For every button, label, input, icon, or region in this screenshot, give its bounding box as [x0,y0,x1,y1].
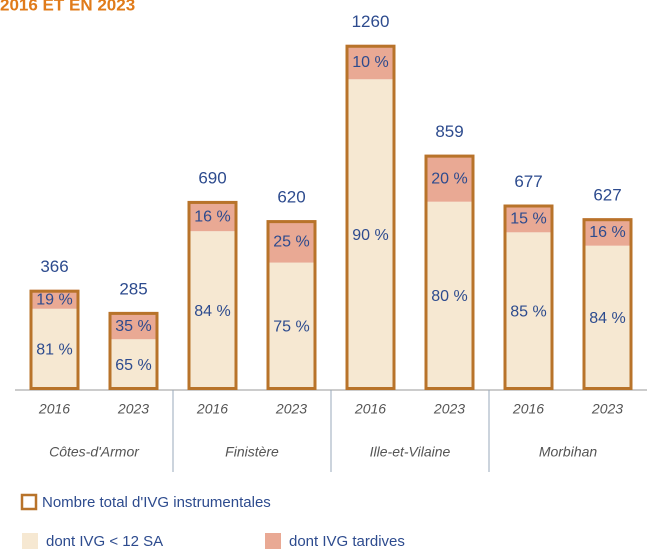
bar-total [582,218,633,390]
total-label: 620 [277,188,305,207]
bar-segment [582,218,633,246]
segment-label: 90 % [352,227,388,244]
group-label: Morbihan [539,444,598,460]
segment-label: 25 % [273,234,309,251]
segment-label: 84 % [589,310,625,327]
bar-segment [424,201,475,390]
legend-swatch [22,533,38,549]
total-label: 859 [435,122,463,141]
bar-segment [582,245,633,390]
segment-label: 19 % [36,291,72,308]
bar-total [503,204,554,390]
x-tick-label: 2023 [591,401,623,417]
bar-segment [187,200,238,232]
bar-total [187,200,238,390]
x-tick-label: 2016 [354,401,386,417]
bar-segment [29,308,80,390]
total-label: 627 [593,186,621,205]
bar-segment [266,220,317,263]
x-tick-label: 2023 [433,401,465,417]
total-label: 1260 [352,12,390,31]
total-label: 366 [40,257,68,276]
group-label: Ille-et-Vilaine [370,444,451,460]
x-tick-label: 2023 [275,401,307,417]
x-tick-label: 2023 [117,401,149,417]
total-label: 690 [198,168,226,187]
segment-label: 15 % [510,211,546,228]
bar-segment [29,289,80,309]
bar-total [345,44,396,390]
bar-segment [424,154,475,202]
bar-total [108,311,159,390]
segment-label: 35 % [115,318,151,335]
x-tick-label: 2016 [196,401,228,417]
total-label: 677 [514,172,542,191]
segment-label: 80 % [431,288,467,305]
segment-label: 20 % [431,170,467,187]
group-label: Finistère [225,444,279,460]
segment-label: 85 % [510,303,546,320]
bar-segment [266,262,317,390]
legend-swatch [265,533,281,549]
total-label: 285 [119,279,147,298]
bar-segment [503,232,554,390]
bar-segment [108,311,159,340]
segment-label: 65 % [115,357,151,374]
segment-label: 81 % [36,342,72,359]
bar-total [266,220,317,390]
legend-label: dont IVG tardives [289,533,405,549]
group-label: Côtes-d'Armor [49,444,140,460]
chart-title: 2016 ET EN 2023 [0,0,135,14]
x-tick-label: 2016 [512,401,544,417]
bar-total [424,154,475,390]
bar-segment [345,44,396,80]
bar-total [29,289,80,390]
segment-label: 10 % [352,54,388,71]
bar-segment [187,231,238,390]
legend-label: Nombre total d'IVG instrumentales [42,494,271,511]
legend-swatch [20,493,38,511]
bar-segment [503,204,554,233]
x-tick-label: 2016 [38,401,70,417]
segment-label: 16 % [589,224,625,241]
bar-segment [345,79,396,390]
segment-label: 84 % [194,303,230,320]
segment-label: 75 % [273,319,309,336]
segment-label: 16 % [194,208,230,225]
bar-segment [108,339,159,390]
legend-label: dont IVG < 12 SA [46,533,163,549]
